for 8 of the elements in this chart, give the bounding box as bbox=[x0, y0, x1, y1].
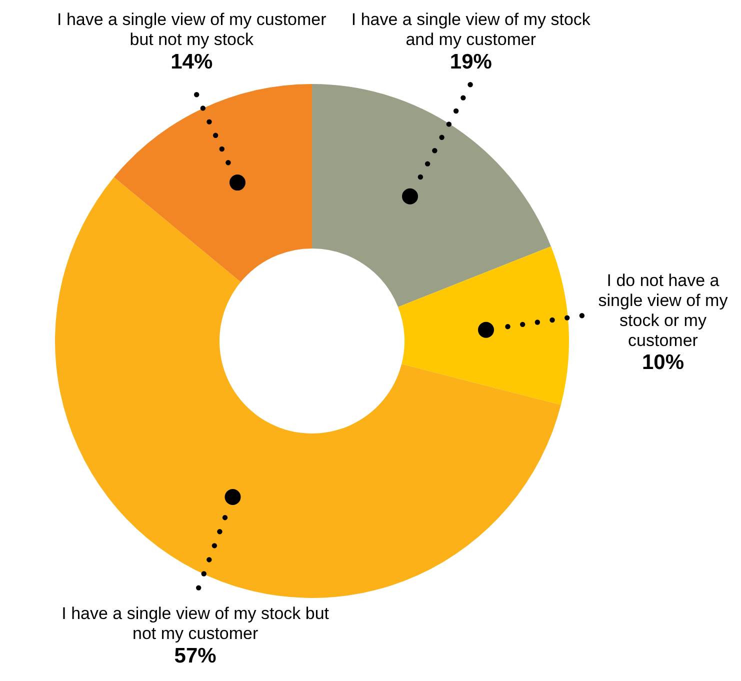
data-label: 19% bbox=[450, 50, 492, 74]
slice-label: I do not have a single view of my stock or my customer bbox=[598, 271, 728, 350]
slice-label: I have a single view of my customer but not my stock bbox=[56, 10, 327, 50]
data-label: 57% bbox=[174, 644, 217, 668]
slice-label: I have a single view of my stock and my customer bbox=[351, 10, 591, 50]
slice-label: I have a single view of my stock but not my customer bbox=[62, 604, 330, 644]
data-label: 14% bbox=[170, 50, 213, 74]
data-label: 10% bbox=[642, 351, 684, 374]
